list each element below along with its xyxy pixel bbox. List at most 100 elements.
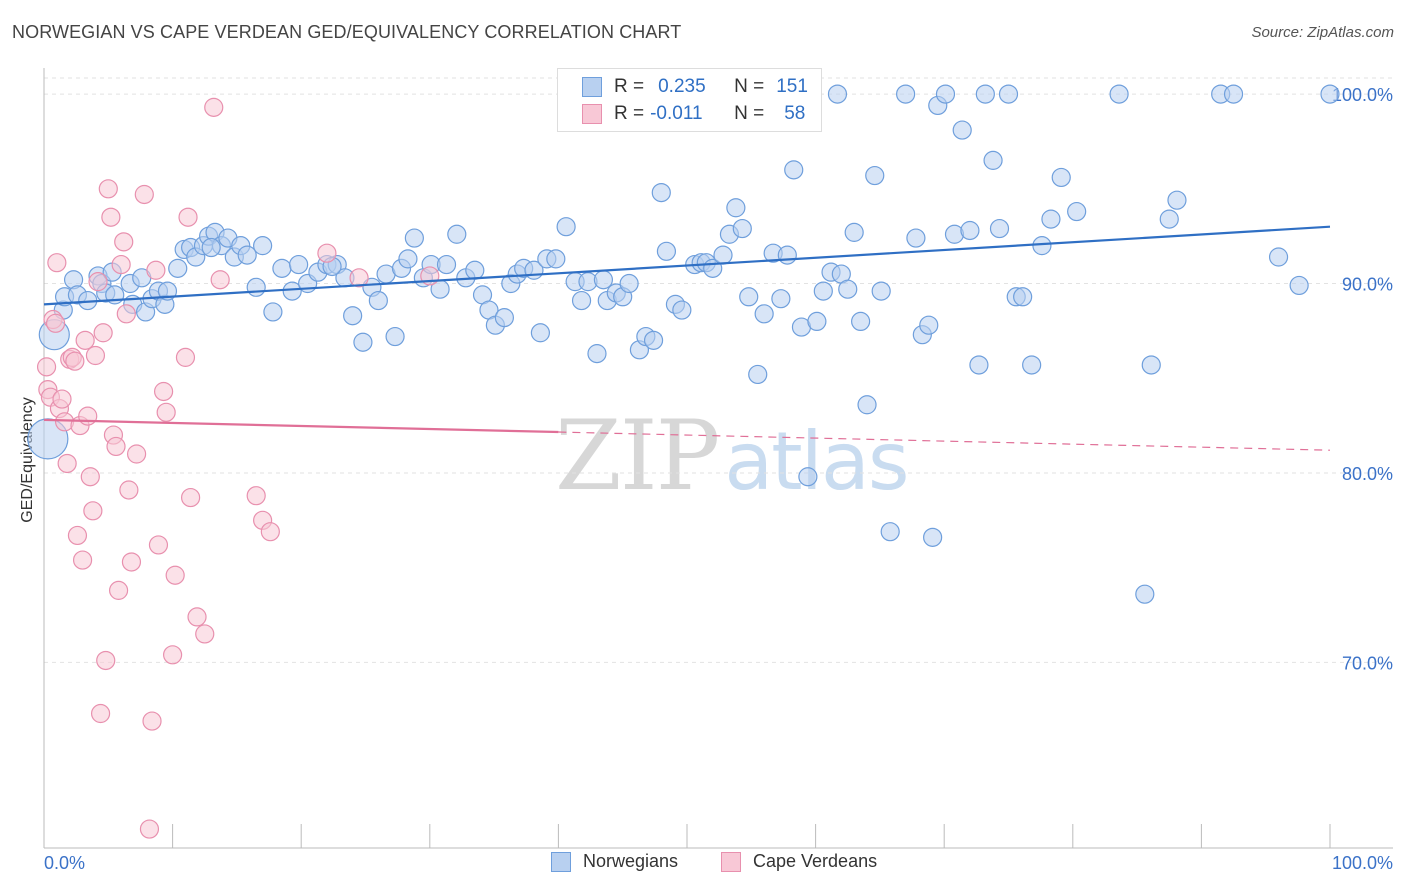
norwegian-point-49 bbox=[398, 249, 418, 269]
norwegian-point-135 bbox=[1067, 201, 1087, 222]
capeverdeans-points bbox=[36, 97, 440, 839]
norwegian-point-120 bbox=[935, 84, 956, 104]
chart-title: NORWEGIAN VS CAPE VERDEAN GED/EQUIVALENC… bbox=[12, 22, 682, 42]
norwegians-r-label: R = bbox=[614, 76, 645, 97]
norwegian-point-35 bbox=[282, 281, 302, 301]
bottom-capeverdeans-label: Cape Verdeans bbox=[753, 851, 878, 871]
norwegian-point-98 bbox=[771, 289, 791, 309]
norwegian-point-123 bbox=[960, 220, 980, 241]
capeverdean-point-56 bbox=[349, 268, 369, 288]
norwegian-point-109 bbox=[844, 222, 864, 242]
norwegian-point-92 bbox=[726, 198, 746, 218]
capeverdean-point-50 bbox=[204, 97, 224, 117]
norwegian-point-137 bbox=[1135, 584, 1155, 604]
capeverdean-point-7 bbox=[52, 389, 72, 409]
norwegian-point-113 bbox=[871, 281, 891, 301]
norwegian-point-114 bbox=[880, 522, 900, 542]
norwegian-point-149 bbox=[201, 237, 221, 258]
norwegian-point-43 bbox=[353, 332, 373, 352]
capeverdean-point-21 bbox=[88, 272, 108, 292]
norwegian-point-102 bbox=[798, 467, 818, 487]
norwegian-point-139 bbox=[1159, 209, 1179, 229]
norwegian-point-69 bbox=[556, 217, 576, 237]
capeverdean-point-33 bbox=[119, 480, 139, 500]
tick-labels: 70.0% 80.0% 90.0% 100.0% 0.0% 100.0% bbox=[44, 85, 1393, 873]
capeverdean-point-49 bbox=[195, 624, 215, 644]
watermark-zip: ZIP bbox=[555, 400, 720, 512]
capeverdean-point-38 bbox=[142, 711, 162, 731]
legend-row-norwegians: R = 0.235 N = 151 bbox=[582, 74, 808, 100]
norwegian-point-90 bbox=[713, 245, 733, 265]
watermark: ZIPatlas bbox=[555, 400, 910, 512]
norwegian-point-85 bbox=[672, 300, 692, 320]
norwegian-point-95 bbox=[748, 364, 768, 385]
norwegian-point-61 bbox=[494, 308, 514, 328]
bottom-capeverdeans-swatch bbox=[721, 851, 741, 872]
capeverdean-point-52 bbox=[246, 486, 266, 506]
capeverdean-point-43 bbox=[163, 645, 183, 665]
capeverdeans-n-value: 58 bbox=[784, 103, 806, 124]
norwegian-point-128 bbox=[998, 84, 1019, 104]
y-tick-label-80: 80.0% bbox=[1342, 464, 1393, 484]
legend-row-capeverdeans: R = -0.011 N = 58 bbox=[582, 101, 805, 127]
norwegian-point-71 bbox=[571, 290, 592, 311]
norwegian-point-83 bbox=[656, 241, 677, 261]
capeverdeans-n-label: N = bbox=[734, 103, 765, 124]
capeverdean-point-54 bbox=[260, 522, 280, 542]
capeverdean-point-40 bbox=[148, 535, 169, 555]
norwegian-point-140 bbox=[1167, 190, 1187, 210]
norwegian-point-19 bbox=[168, 258, 188, 278]
norwegian-point-104 bbox=[813, 281, 833, 301]
norwegians-swatch bbox=[582, 77, 602, 97]
capeverdeans-trend-line-dashed bbox=[558, 431, 1331, 451]
norwegian-point-94 bbox=[739, 287, 759, 307]
norwegian-point-145 bbox=[1320, 84, 1340, 104]
capeverdean-point-12 bbox=[65, 351, 85, 371]
norwegian-point-50 bbox=[404, 228, 424, 248]
capeverdeans-r-value: -0.011 bbox=[650, 103, 703, 124]
capeverdean-point-28 bbox=[106, 436, 126, 457]
norwegian-point-134 bbox=[1051, 167, 1071, 188]
norwegian-point-144 bbox=[1289, 275, 1309, 296]
norwegian-point-96 bbox=[754, 304, 774, 324]
capeverdean-point-45 bbox=[175, 347, 196, 367]
source-label: Source: ZipAtlas.com bbox=[1251, 24, 1394, 41]
norwegian-point-142 bbox=[1223, 84, 1244, 104]
watermark-atlas: atlas bbox=[724, 415, 909, 508]
norwegian-point-110 bbox=[851, 311, 871, 332]
norwegian-point-30 bbox=[237, 245, 257, 265]
norwegian-point-132 bbox=[1032, 236, 1052, 256]
norwegian-point-106 bbox=[827, 84, 848, 104]
norwegian-point-111 bbox=[857, 395, 877, 415]
norwegian-point-115 bbox=[896, 84, 916, 104]
grid-lines bbox=[44, 77, 1393, 663]
norwegian-point-127 bbox=[989, 218, 1010, 239]
norwegian-point-143 bbox=[1268, 247, 1289, 267]
capeverdean-point-4 bbox=[45, 313, 66, 333]
norwegian-point-82 bbox=[651, 182, 671, 203]
norwegian-point-54 bbox=[436, 254, 457, 275]
capeverdean-point-42 bbox=[156, 402, 176, 422]
norwegian-point-42 bbox=[343, 306, 363, 326]
norwegian-point-57 bbox=[465, 260, 485, 280]
norwegian-point-31 bbox=[246, 277, 266, 297]
norwegian-point-36 bbox=[289, 254, 309, 275]
correlation-legend: R = 0.235 N = 151 R = -0.011 N = 58 bbox=[557, 68, 822, 132]
capeverdean-point-44 bbox=[165, 565, 185, 585]
capeverdean-point-26 bbox=[101, 207, 121, 227]
capeverdean-point-20 bbox=[85, 345, 106, 366]
norwegian-point-130 bbox=[1013, 287, 1033, 307]
norwegian-point-116 bbox=[906, 228, 926, 248]
capeverdean-point-13 bbox=[67, 525, 88, 546]
norwegian-point-133 bbox=[1041, 209, 1061, 229]
norwegian-point-68 bbox=[546, 249, 566, 269]
norwegian-point-81 bbox=[643, 330, 664, 350]
x-tick-label-start: 0.0% bbox=[44, 853, 85, 873]
norwegian-point-118 bbox=[919, 315, 939, 335]
norwegian-point-125 bbox=[975, 84, 995, 104]
norwegian-point-0 bbox=[27, 418, 69, 460]
capeverdeans-trend-line-solid bbox=[43, 418, 559, 434]
capeverdean-point-37 bbox=[139, 819, 160, 839]
capeverdean-point-18 bbox=[80, 467, 100, 487]
norwegian-point-138 bbox=[1141, 355, 1161, 375]
